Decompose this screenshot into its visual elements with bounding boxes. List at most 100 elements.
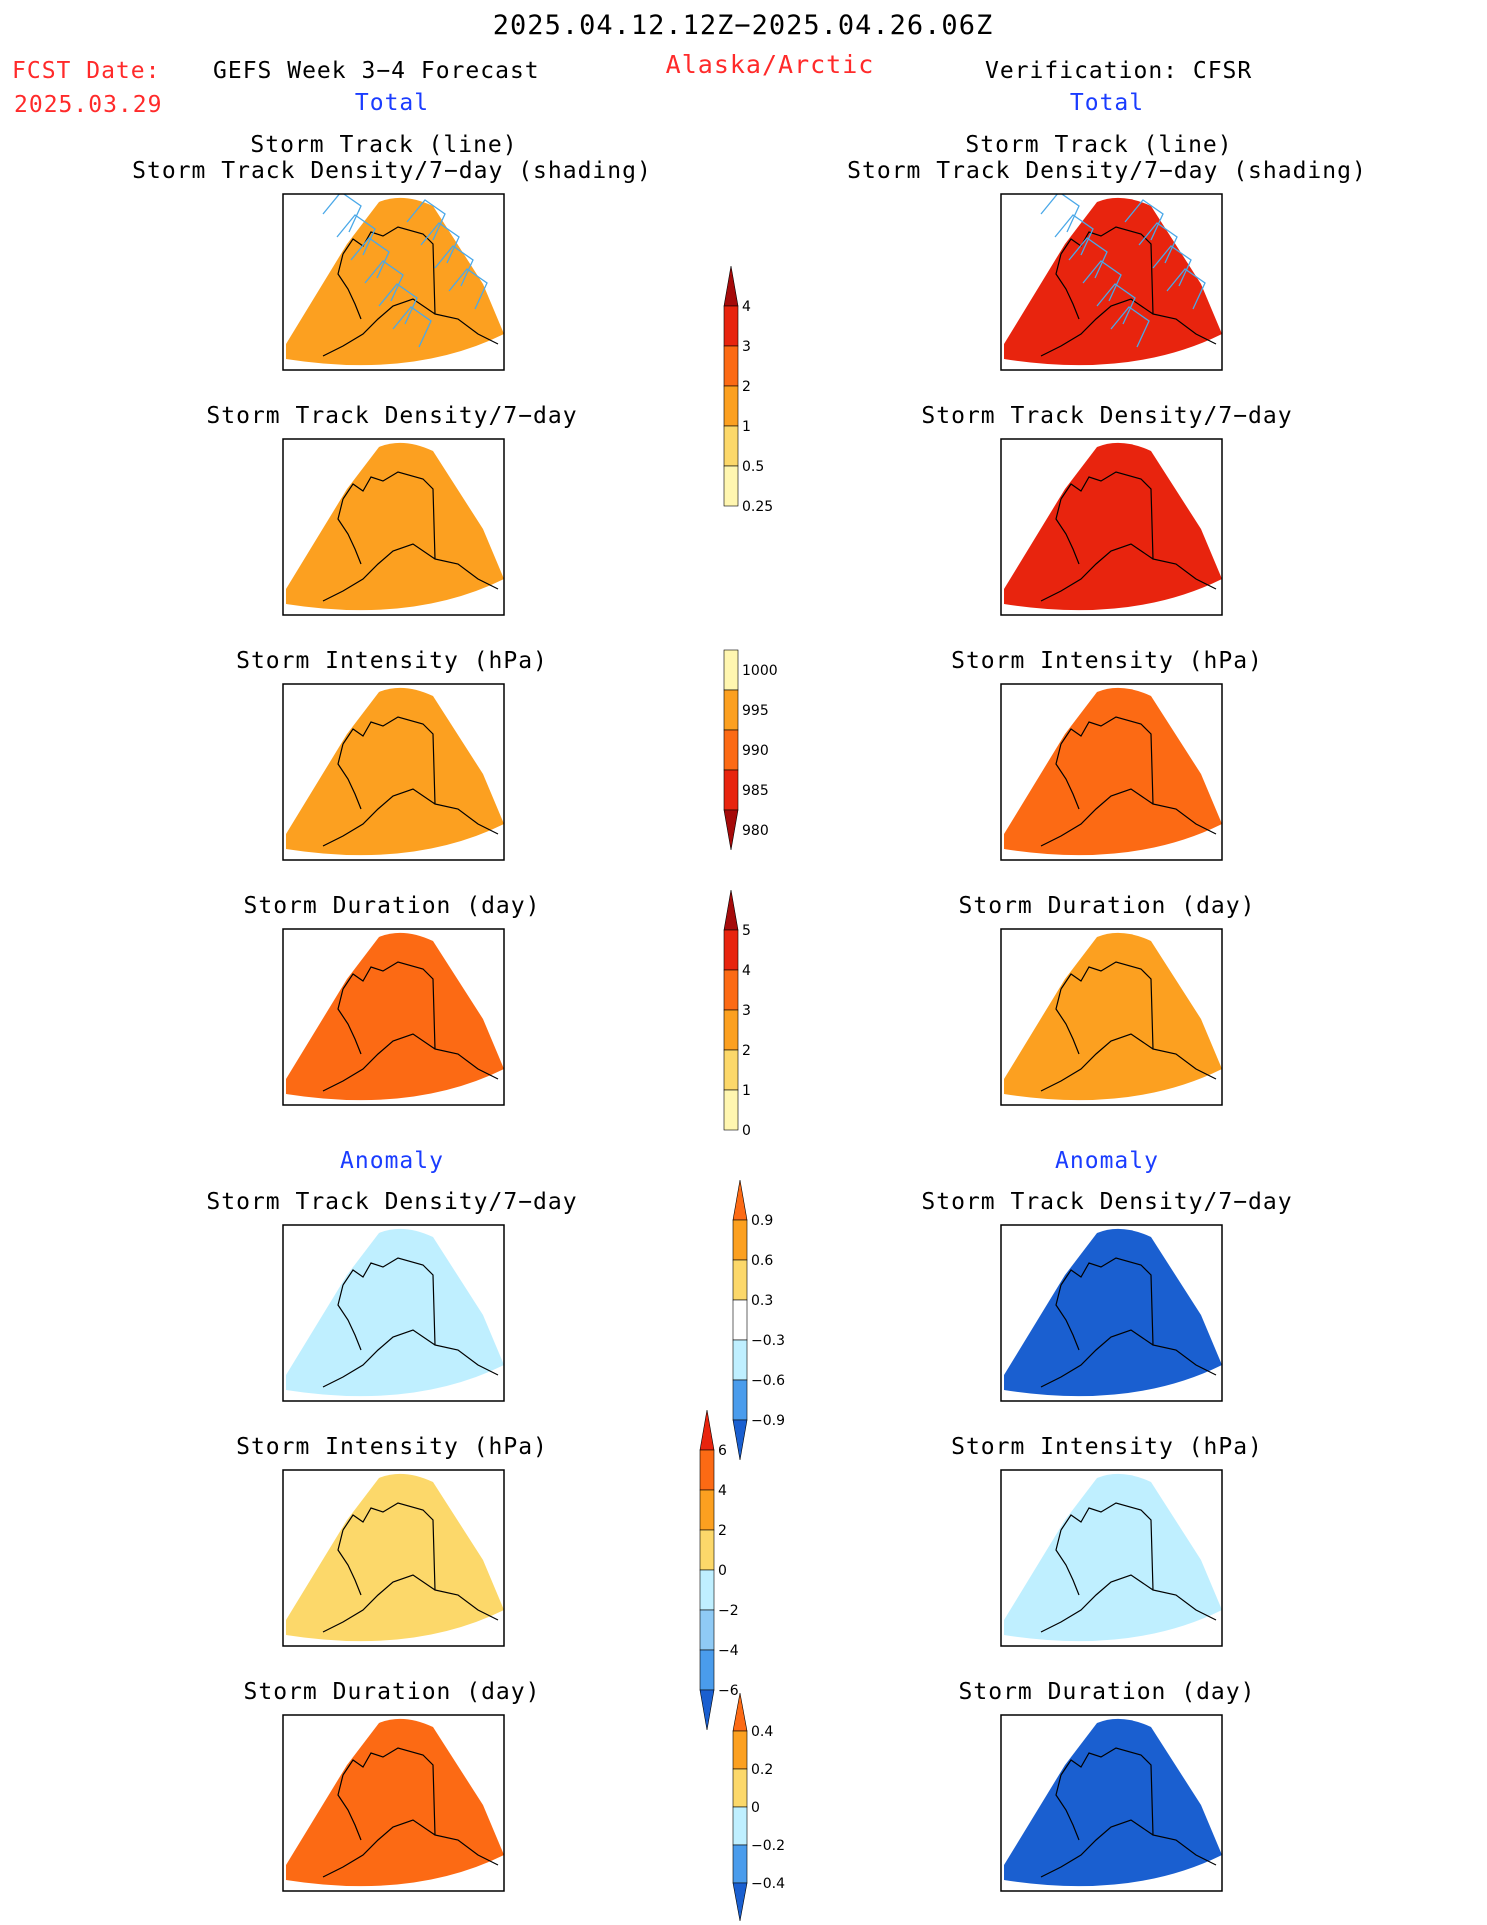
colorbar-label: 0.5 <box>742 459 764 475</box>
colorbar-segment <box>723 689 739 731</box>
coastline-left-1 <box>322 226 499 357</box>
map-shading-right-2 <box>1004 442 1222 611</box>
colorbar-segment <box>732 1806 748 1846</box>
colorbar-segment <box>699 1609 715 1651</box>
map-panel-right-2 <box>1000 438 1223 616</box>
colorbar-segment <box>723 1009 739 1051</box>
map-frame-right-4 <box>1000 928 1223 1106</box>
forecast-title: GEFS Week 3−4 Forecast <box>213 58 540 84</box>
coastline-right-6 <box>1040 1502 1217 1633</box>
colorbar-segment <box>723 1049 739 1091</box>
colorbar-label: −2 <box>718 1603 739 1619</box>
left-anomaly-label: Anomaly <box>340 1148 444 1174</box>
map-frame-left-1 <box>282 193 505 371</box>
map-panel-left-4 <box>282 928 505 1106</box>
coastline-right-3 <box>1040 716 1217 847</box>
colorbar-label: −0.4 <box>751 1876 785 1892</box>
map-frame-left-7 <box>282 1714 505 1892</box>
fcst-date-label: FCST Date: <box>12 58 161 84</box>
coastline-left-5 <box>322 1257 499 1388</box>
colorbar-label: 0.25 <box>742 499 773 515</box>
colorbar-density_anom: 0.9 0.6 0.3 −0.3 −0.6 −0.9 <box>732 1179 785 1461</box>
coastline-right-2 <box>1040 471 1217 602</box>
colorbar-segment <box>723 969 739 1011</box>
colorbar-label: 0 <box>742 1123 751 1139</box>
colorbar-segment <box>732 1299 748 1341</box>
verification-title: Verification: CFSR <box>985 58 1253 84</box>
map-shading-left-7 <box>286 1718 504 1887</box>
panel-title-right-6: Storm Intensity (hPa) <box>951 1434 1263 1460</box>
map-frame-left-3 <box>282 683 505 861</box>
map-panel-left-7 <box>282 1714 505 1892</box>
colorbar-tip-top <box>723 265 739 307</box>
colorbar-label: 2 <box>742 1043 751 1059</box>
panel-title-right-1a: Storm Track (line) <box>965 132 1233 158</box>
colorbar-tip-top <box>723 889 739 931</box>
colorbar-label: −0.2 <box>751 1838 785 1854</box>
map-shading-right-3 <box>1004 687 1222 856</box>
panel-title-right-2: Storm Track Density/7−day <box>921 403 1293 429</box>
colorbar-segment <box>723 729 739 771</box>
coastline-left-4 <box>322 961 499 1092</box>
colorbar-label: 1 <box>742 419 751 435</box>
colorbar-tip-top <box>732 1179 748 1221</box>
colorbar-label: 6 <box>718 1443 727 1459</box>
colorbar-intensity_anom: 6 4 2 0 −2 −4 −6 <box>699 1409 739 1731</box>
map-panel-right-4 <box>1000 928 1223 1106</box>
colorbar-label: −0.3 <box>751 1333 785 1349</box>
colorbar-segment <box>699 1529 715 1571</box>
map-frame-right-6 <box>1000 1469 1223 1647</box>
map-shading-left-1 <box>286 197 504 366</box>
colorbar-label: 4 <box>718 1483 727 1499</box>
map-shading-right-7 <box>1004 1718 1222 1887</box>
colorbar-label: −6 <box>718 1683 739 1699</box>
coastline-left-2 <box>322 471 499 602</box>
coastline-right-1 <box>1040 226 1217 357</box>
colorbar-label: −0.9 <box>751 1413 785 1429</box>
panel-title-left-2: Storm Track Density/7−day <box>206 403 578 429</box>
fcst-date-value: 2025.03.29 <box>14 92 163 118</box>
colorbar-duration_anom: 0.4 0.2 0 −0.2 −0.4 <box>732 1692 785 1922</box>
colorbar-segment <box>699 1449 715 1491</box>
map-shading-left-3 <box>286 687 504 856</box>
colorbar-tip-top <box>699 1409 715 1451</box>
map-frame-left-6 <box>282 1469 505 1647</box>
map-frame-left-5 <box>282 1224 505 1402</box>
colorbar-label: 1000 <box>742 663 778 679</box>
map-panel-right-3 <box>1000 683 1223 861</box>
colorbar-segment <box>723 385 739 427</box>
map-frame-left-4 <box>282 928 505 1106</box>
map-frame-right-7 <box>1000 1714 1223 1892</box>
colorbar-segment <box>732 1259 748 1301</box>
colorbar-label: 2 <box>718 1523 727 1539</box>
colorbar-segment <box>723 305 739 347</box>
colorbar-label: 980 <box>742 823 769 839</box>
panel-title-right-1b: Storm Track Density/7−day (shading) <box>847 158 1367 184</box>
colorbar-label: 4 <box>742 963 751 979</box>
colorbar-segment <box>723 1089 739 1131</box>
right-anomaly-label: Anomaly <box>1055 1148 1159 1174</box>
colorbar-label: 0.6 <box>751 1253 773 1269</box>
colorbar-intensity_total: 1000 995 990 985 980 <box>723 649 778 851</box>
map-shading-right-1 <box>1004 197 1222 366</box>
date-range-title: 2025.04.12.12Z−2025.04.26.06Z <box>492 10 994 41</box>
panel-title-left-6: Storm Intensity (hPa) <box>236 1434 548 1460</box>
colorbar-label: 985 <box>742 783 769 799</box>
colorbar-segment <box>699 1649 715 1691</box>
colorbar-segment <box>723 769 739 811</box>
colorbar-label: 0.4 <box>751 1724 773 1740</box>
colorbar-tip-bottom <box>723 809 739 851</box>
colorbar-label: 995 <box>742 703 769 719</box>
colorbar-segment <box>723 929 739 971</box>
colorbar-label: 0.3 <box>751 1293 773 1309</box>
colorbar-segment <box>732 1768 748 1808</box>
colorbar-label: −0.6 <box>751 1373 785 1389</box>
map-frame-right-3 <box>1000 683 1223 861</box>
left-total-label: Total <box>354 90 430 116</box>
storm-track-lines-left-1 <box>322 194 488 348</box>
colorbar-segment <box>699 1569 715 1611</box>
map-panel-right-7 <box>1000 1714 1223 1892</box>
colorbar-label: 3 <box>742 339 751 355</box>
panel-title-left-3: Storm Intensity (hPa) <box>236 648 548 674</box>
map-frame-right-2 <box>1000 438 1223 616</box>
